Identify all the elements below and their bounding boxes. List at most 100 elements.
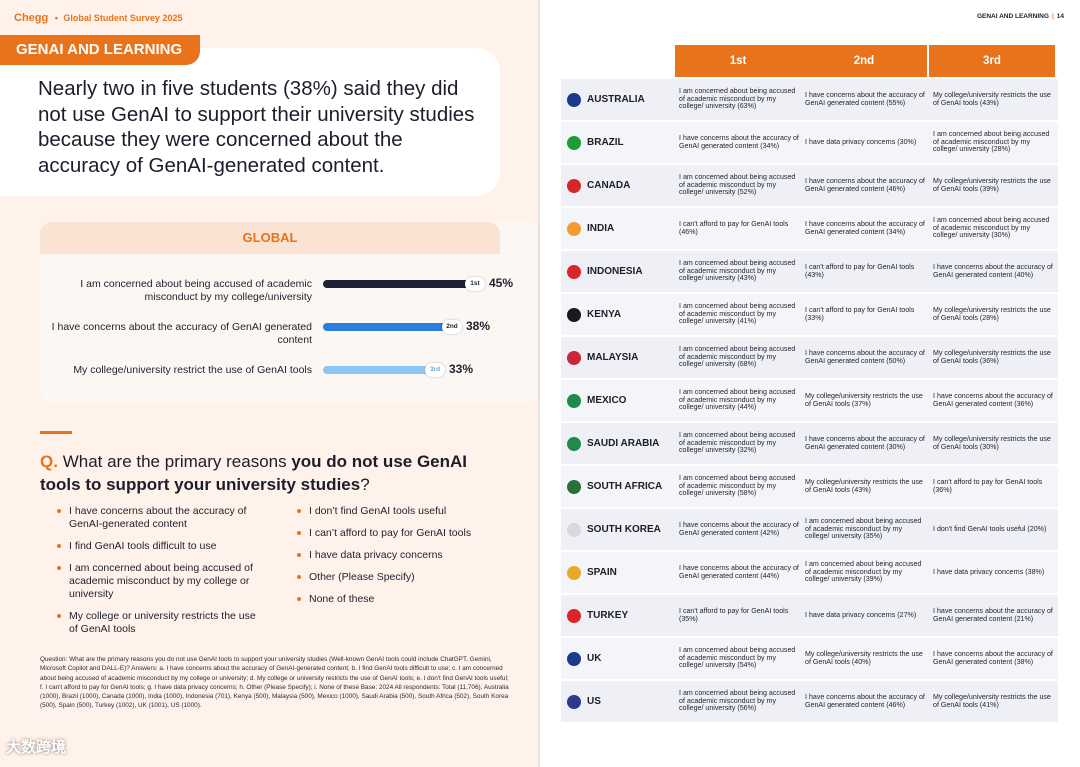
table-row: CANADA I am concerned about being accused…	[561, 165, 1058, 206]
reason-cell-3: I have concerns about the accuracy of Ge…	[929, 380, 1053, 421]
question-bold: you do not use GenAI tools to support yo…	[40, 452, 468, 494]
headline: Nearly two in five students (38%) said t…	[38, 77, 475, 177]
country-name: SPAIN	[587, 567, 617, 578]
reason-text: I can't afford to pay for GenAI tools (4…	[805, 262, 915, 279]
reason-text: I am concerned about being accused of ac…	[679, 87, 796, 111]
rank-badge: 3rd	[425, 363, 445, 377]
country-flag-icon	[567, 93, 581, 107]
table-row: UK I am concerned about being accused of …	[561, 638, 1058, 679]
country-name: SAUDI ARABIA	[587, 438, 660, 449]
page-number: 14	[1056, 13, 1064, 20]
reason-text: I have concerns about the accuracy of Ge…	[679, 520, 799, 537]
reason-cell-1: I have concerns about the accuracy of Ge…	[675, 552, 799, 593]
column-header-3rd: 3rd	[929, 45, 1055, 77]
country-name: SOUTH AFRICA	[587, 481, 663, 492]
reason-text: I can't afford to pay for GenAI tools (3…	[805, 305, 915, 322]
answer-option: Other (Please Specify)	[297, 571, 517, 584]
reason-text: My college/university restricts the use …	[933, 176, 1051, 193]
chegg-logo: Chegg	[14, 12, 49, 24]
global-bar-value: 45%	[489, 276, 514, 290]
global-bar	[323, 366, 433, 374]
reason-cell-2: I have data privacy concerns (30%)	[801, 122, 925, 163]
country-name: SOUTH KOREA	[587, 524, 661, 535]
reason-text: I am concerned about being accused of ac…	[679, 345, 796, 369]
footnote: Question: What are the primary reasons y…	[40, 656, 509, 710]
reason-text: I have concerns about the accuracy of Ge…	[933, 391, 1053, 408]
country-name: TURKEY	[587, 610, 629, 621]
country-name: US	[587, 696, 601, 707]
reason-text: I am concerned about being accused of ac…	[805, 517, 922, 541]
reason-text: My college/university restricts the use …	[933, 305, 1051, 322]
page-section: GENAI AND LEARNING	[976, 13, 1049, 20]
question-title: Q. What are the primary reasons you do n…	[40, 450, 510, 496]
reason-text: I am concerned about being accused of ac…	[679, 302, 796, 326]
global-bar-value: 38%	[466, 319, 491, 333]
reason-cell-2: I have concerns about the accuracy of Ge…	[801, 208, 925, 249]
reason-text: My college/university restricts the use …	[933, 348, 1051, 365]
reason-cell-2: I have concerns about the accuracy of Ge…	[801, 337, 925, 378]
headline-card: Nearly two in five students (38%) said t…	[0, 48, 500, 196]
country-name: BRAZIL	[587, 137, 624, 148]
reason-text: I am concerned about being accused of ac…	[933, 130, 1050, 154]
answer-options-right: I don’t find GenAI tools useful I can’t a…	[297, 505, 517, 615]
reason-cell-1: I am concerned about being accused of ac…	[675, 165, 799, 206]
global-bar-label: I am concerned about being accused of ac…	[80, 278, 312, 303]
country-name: INDIA	[587, 223, 615, 234]
country-flag-icon	[567, 652, 581, 666]
answer-option: I find GenAI tools difficult to use	[57, 540, 267, 553]
reason-text: I have data privacy concerns (38%)	[933, 567, 1045, 576]
country-flag-icon	[567, 351, 581, 365]
table-row: SPAIN I have concerns about the accuracy …	[561, 552, 1058, 593]
reason-cell-2: My college/university restricts the use …	[801, 466, 925, 507]
reason-text: I have concerns about the accuracy of Ge…	[805, 90, 925, 107]
brand-header: Chegg • Global Student Survey 2025	[14, 12, 182, 24]
reason-text: I have concerns about the accuracy of Ge…	[805, 348, 925, 365]
reason-cell-2: I am concerned about being accused of ac…	[801, 509, 925, 550]
reason-text: I am concerned about being accused of ac…	[679, 431, 796, 455]
table-row: KENYA I am concerned about being accused …	[561, 294, 1058, 335]
reason-cell-1: I have concerns about the accuracy of Ge…	[675, 122, 799, 163]
reason-cell-2: I am concerned about being accused of ac…	[801, 552, 925, 593]
reason-cell-1: I have concerns about the accuracy of Ge…	[675, 509, 799, 550]
table-row: SAUDI ARABIA I am concerned about being a…	[561, 423, 1058, 464]
reason-cell-3: My college/university restricts the use …	[929, 79, 1053, 120]
watermark: 大数跨境	[6, 739, 67, 756]
reason-cell-2: I have concerns about the accuracy of Ge…	[801, 165, 925, 206]
reason-cell-3: I can't afford to pay for GenAI tools (3…	[929, 466, 1053, 507]
reason-text: My college/university restricts the use …	[933, 90, 1051, 107]
answer-options-left: I have concerns about the accuracy of Ge…	[57, 505, 267, 645]
reason-text: I have concerns about the accuracy of Ge…	[933, 649, 1053, 666]
country-name: MALAYSIA	[587, 352, 639, 363]
country-flag-icon	[567, 566, 581, 580]
reason-cell-2: I have concerns about the accuracy of Ge…	[801, 423, 925, 464]
reason-cell-3: I have concerns about the accuracy of Ge…	[929, 595, 1053, 636]
question-post: ?	[360, 475, 370, 494]
reason-text: I can't afford to pay for GenAI tools (3…	[679, 606, 789, 623]
reason-cell-1: I am concerned about being accused of ac…	[675, 294, 799, 335]
reason-text: My college/university restricts the use …	[933, 692, 1051, 709]
rank-badge: 2nd	[442, 320, 462, 334]
table-row: MALAYSIA I am concerned about being accus…	[561, 337, 1058, 378]
section-ribbon: GENAI AND LEARNING	[0, 35, 200, 65]
reason-cell-2: My college/university restricts the use …	[801, 638, 925, 679]
reason-cell-2: I can't afford to pay for GenAI tools (3…	[801, 294, 925, 335]
table-row: MEXICO I am concerned about being accused…	[561, 380, 1058, 421]
global-bar-value: 33%	[449, 362, 474, 376]
country-name: CANADA	[587, 180, 631, 191]
reason-cell-3: My college/university restricts the use …	[929, 423, 1053, 464]
reason-text: I am concerned about being accused of ac…	[679, 689, 796, 713]
left-page: Chegg • Global Student Survey 2025 Nearl…	[0, 0, 540, 767]
reason-text: I have concerns about the accuracy of Ge…	[805, 219, 925, 236]
reason-cell-1: I am concerned about being accused of ac…	[675, 380, 799, 421]
table-row: INDIA I can't afford to pay for GenAI too…	[561, 208, 1058, 249]
reason-text: I have concerns about the accuracy of Ge…	[933, 606, 1053, 623]
column-header-1st: 1st	[675, 45, 801, 77]
reason-text: I am concerned about being accused of ac…	[679, 474, 796, 498]
reason-text: My college/university restricts the use …	[805, 391, 923, 408]
reason-cell-3: I have data privacy concerns (38%)	[929, 552, 1053, 593]
global-bar-label: My college/university restrict the use o…	[73, 364, 312, 376]
reason-cell-3: I have concerns about the accuracy of Ge…	[929, 638, 1053, 679]
reason-cell-1: I am concerned about being accused of ac…	[675, 681, 799, 722]
country-flag-icon	[567, 480, 581, 494]
question-letter: Q.	[40, 452, 58, 471]
